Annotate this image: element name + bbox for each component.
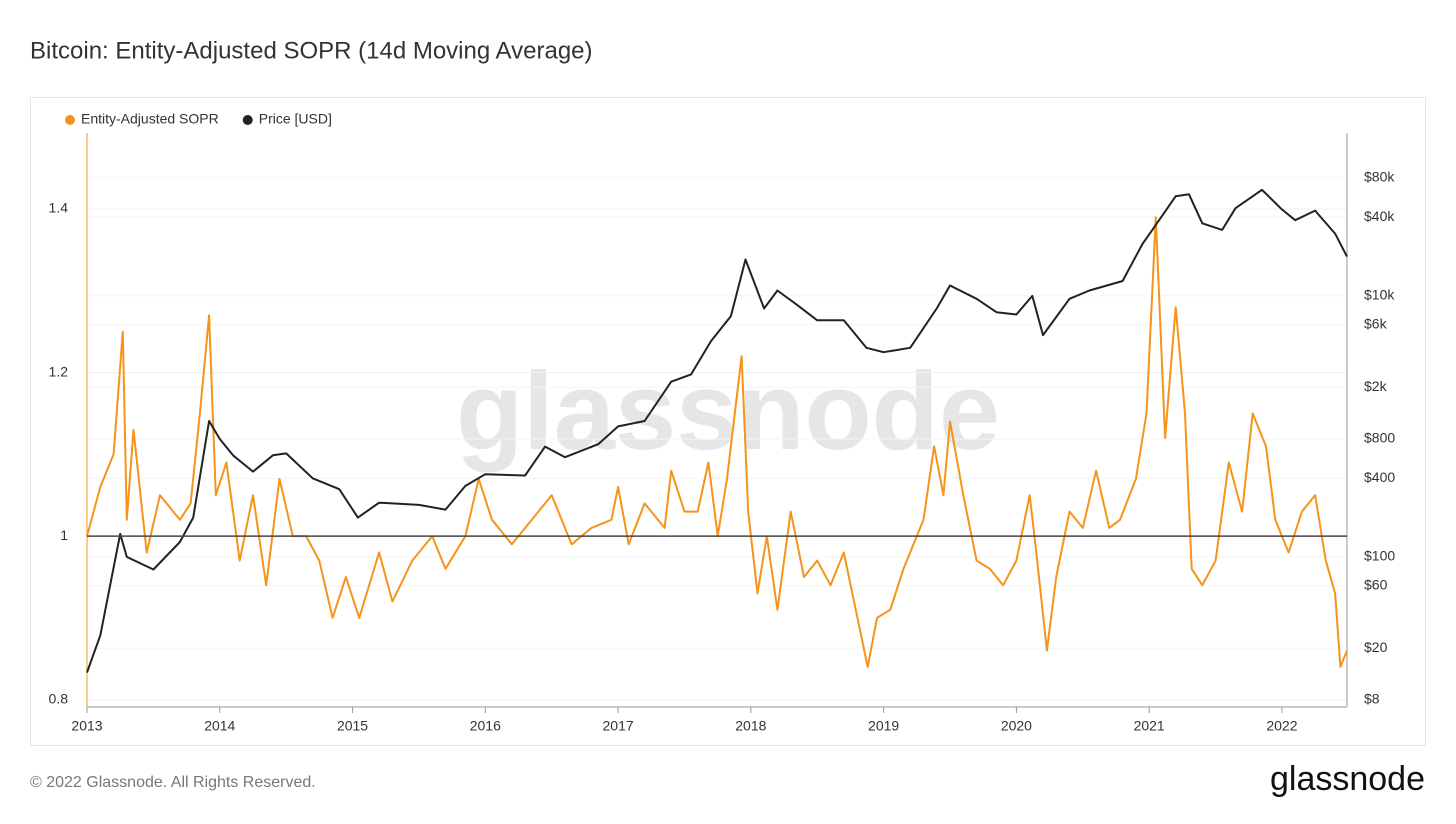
legend-marker [65,115,75,125]
series-line [86,188,1348,673]
legend-label: Price [USD] [259,111,332,127]
chart-title: Bitcoin: Entity-Adjusted SOPR (14d Movin… [30,37,593,64]
x-tick-label: 2019 [868,718,899,734]
x-tick-label: 2013 [71,718,102,734]
chart-frame [30,97,1426,746]
x-tick-label: 2016 [470,718,501,734]
y2-tick-label: $40k [1364,208,1395,224]
y-tick-label: 1.2 [49,363,69,379]
y-tick-label: 1.4 [49,200,69,216]
legend-marker [242,115,253,125]
y2-tick-label: $800 [1364,430,1395,446]
y2-tick-label: $80k [1364,169,1395,185]
y-tick-label: 0.8 [49,690,69,706]
x-tick-label: 2022 [1266,718,1297,734]
y2-tick-label: $10k [1364,287,1395,303]
y2-tick-label: $100 [1364,548,1395,564]
y2-tick-label: $20 [1364,639,1388,655]
x-tick-label: 2018 [735,718,766,734]
x-tick-label: 2015 [337,718,368,734]
series-line [86,216,1348,668]
y2-tick-label: $6k [1364,316,1388,332]
y2-tick-label: $60 [1364,577,1388,593]
x-tick-label: 2020 [1001,718,1032,734]
x-tick-label: 2017 [603,718,634,734]
y2-tick-label: $2k [1364,378,1388,394]
legend-label: Entity-Adjusted SOPR [81,111,219,127]
y-tick-label: 1 [60,527,68,543]
x-tick-label: 2021 [1134,718,1165,734]
y2-tick-label: $400 [1364,469,1395,485]
x-tick-label: 2014 [204,718,235,734]
logo: glassnode [1270,760,1425,798]
footer: © 2022 Glassnode. All Rights Reserved. [30,774,316,791]
y2-tick-label: $8 [1364,691,1380,707]
watermark: glassnode [456,350,1000,473]
